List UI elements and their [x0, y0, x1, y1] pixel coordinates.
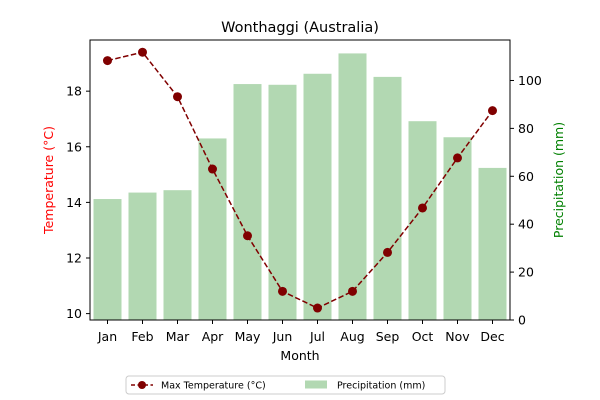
x-tick-label-jan: Jan: [97, 329, 117, 344]
precipitation-bar-dec: [478, 167, 507, 320]
precipitation-bar-aug: [338, 53, 367, 320]
temperature-point-nov: [453, 153, 462, 163]
y-left-tick-label-12: 12: [66, 250, 82, 265]
temperature-point-dec: [488, 106, 497, 116]
x-tick-label-apr: Apr: [202, 329, 224, 344]
temperature-point-jan: [103, 56, 112, 66]
y-left-tick-label-10: 10: [66, 306, 82, 321]
x-tick-label-feb: Feb: [131, 329, 153, 344]
temperature-point-may: [243, 231, 252, 241]
x-tick-label-jun: Jun: [272, 329, 293, 344]
x-tick-label-aug: Aug: [340, 329, 364, 344]
y-left-tick-label-18: 18: [66, 84, 82, 99]
chart-title: Wonthaggi (Australia): [221, 20, 379, 36]
legend-bar-swatch: [305, 380, 327, 389]
precipitation-bar-mar: [163, 190, 192, 320]
precipitation-bar-sep: [373, 76, 402, 320]
y-left-axis: 10 12 14 16 18: [66, 84, 90, 321]
legend-frame: [125, 375, 446, 395]
temperature-point-mar: [173, 92, 182, 102]
legend-line-marker: [138, 381, 146, 389]
temperature-point-aug: [348, 286, 357, 296]
x-tick-label-dec: Dec: [480, 329, 504, 344]
y-left-tick-label-16: 16: [66, 139, 82, 154]
legend: Max Temperature (°C) Precipitation (mm): [125, 375, 446, 395]
y-right-tick-label-80: 80: [518, 121, 534, 136]
temperature-point-jun: [278, 286, 287, 296]
x-tick-label-nov: Nov: [445, 329, 470, 344]
precipitation-bar-jan: [93, 199, 122, 320]
legend-label-precipitation: Precipitation (mm): [337, 381, 425, 392]
y-right-tick-label-0: 0: [518, 313, 526, 328]
x-axis-title: Month: [280, 348, 319, 363]
precipitation-bar-may: [233, 84, 262, 320]
x-tick-label-jul: Jul: [309, 329, 325, 344]
y-right-axis: 0 20 40 60 80 100: [510, 73, 542, 328]
y-right-axis-title: Precipitation (mm): [551, 122, 566, 238]
y-right-tick-label-60: 60: [518, 169, 534, 184]
temperature-point-sep: [383, 247, 392, 257]
temperature-line: [107, 51, 494, 309]
precipitation-bar-nov: [443, 137, 472, 320]
legend-label-temperature: Max Temperature (°C): [161, 381, 266, 392]
x-tick-label-sep: Sep: [376, 329, 400, 344]
temperature-point-oct: [418, 203, 427, 213]
x-tick-label-may: May: [235, 329, 261, 344]
x-tick-label-oct: Oct: [412, 329, 434, 344]
plot-frame: [89, 39, 511, 321]
y-right-tick-label-40: 40: [518, 217, 534, 232]
temperature-point-feb: [138, 47, 147, 57]
precipitation-bar-jul: [303, 73, 332, 321]
precipitation-bar-jun: [268, 84, 297, 320]
line-layer: [103, 47, 497, 313]
y-left-axis-title: Temperature (°C): [41, 126, 56, 235]
bars-layer: [93, 53, 507, 321]
x-tick-label-mar: Mar: [166, 329, 190, 344]
temperature-point-apr: [208, 164, 217, 174]
x-axis: Jan Feb Mar Apr May Jun Jul Aug Sep Oct Nov Dec: [97, 320, 505, 344]
y-left-tick-label-14: 14: [66, 195, 82, 210]
y-right-tick-label-20: 20: [518, 265, 534, 280]
temperature-point-jul: [313, 303, 322, 313]
y-right-tick-label-100: 100: [518, 73, 542, 88]
precipitation-bar-feb: [128, 192, 157, 320]
